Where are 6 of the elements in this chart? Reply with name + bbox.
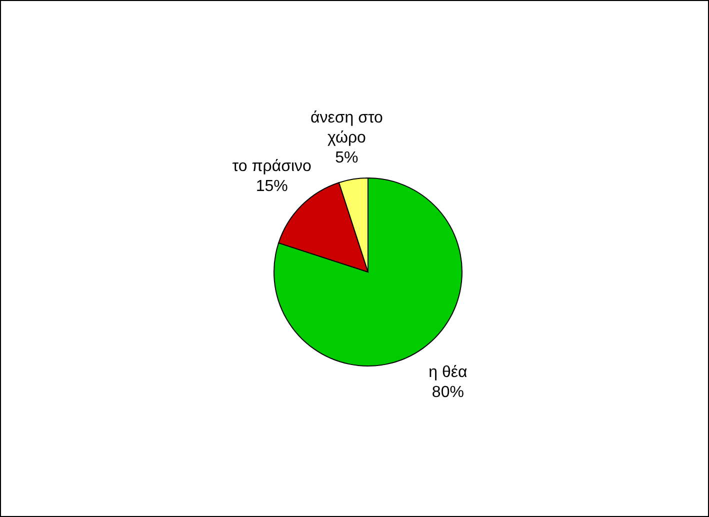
data-label: 15% xyxy=(256,178,288,195)
slice-label: άνεση στο χώρο xyxy=(310,110,384,147)
slice-label: το πράσινο xyxy=(232,158,312,175)
slice-label: η θέα xyxy=(428,364,468,382)
data-label: 80% xyxy=(432,384,464,402)
data-label: 5% xyxy=(335,150,358,167)
